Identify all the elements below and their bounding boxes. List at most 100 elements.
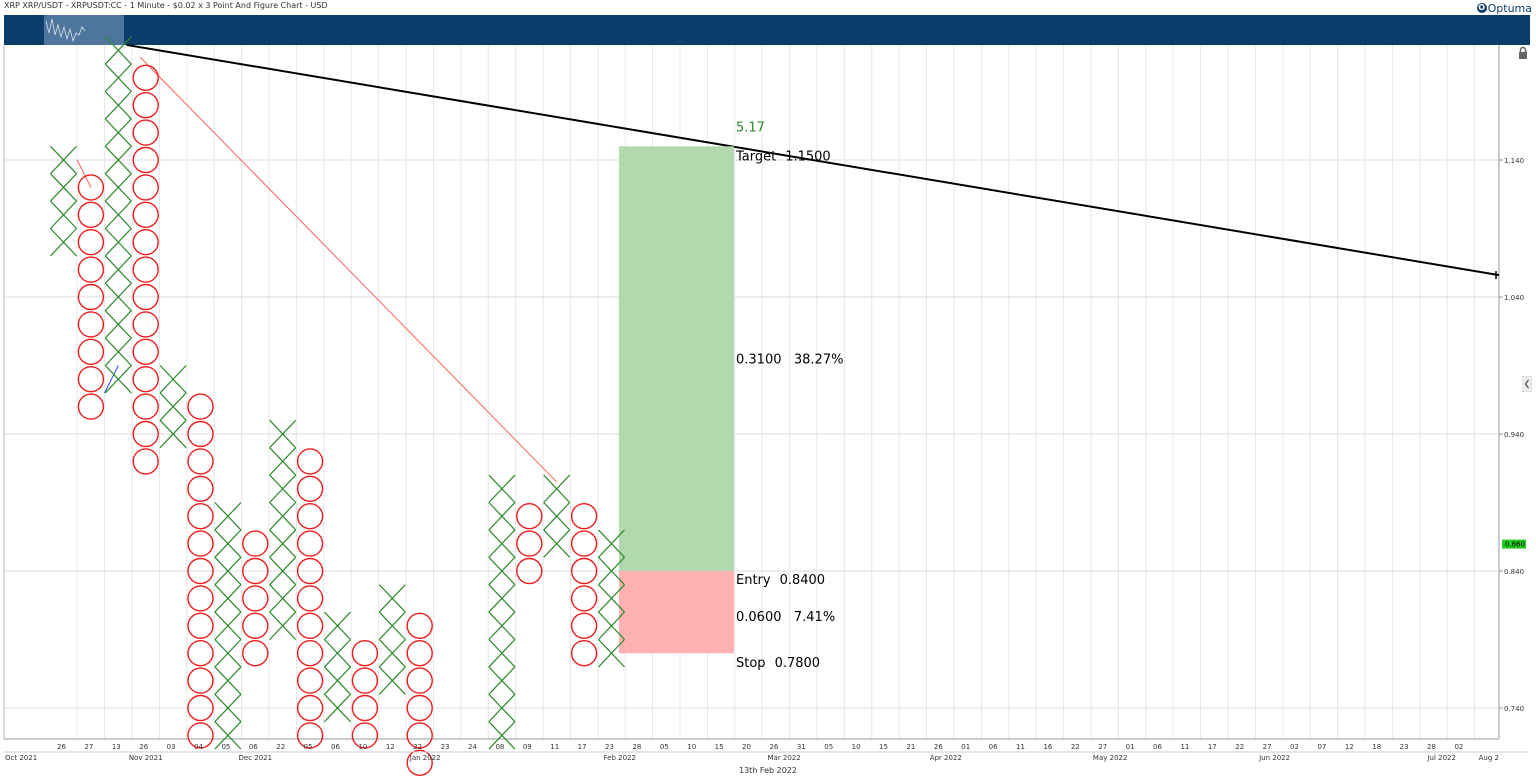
x-tick-label: 23 <box>1400 743 1409 751</box>
x-month-label: Apr 2022 <box>930 754 962 762</box>
x-tick-label: 15 <box>879 743 888 751</box>
pf-x-stroke <box>50 145 77 175</box>
y-tick-label: 0.740 <box>1504 705 1524 713</box>
pf-o-box <box>132 338 159 365</box>
risk-zone <box>619 571 734 654</box>
x-tick-label: 05 <box>660 743 669 751</box>
x-tick-label: 10 <box>358 743 367 751</box>
pf-x-stroke <box>104 310 132 339</box>
pf-x-box <box>269 611 297 640</box>
x-month-label: Jun 2022 <box>1258 754 1290 762</box>
x-month-label: Feb 2022 <box>604 754 636 762</box>
pf-columns <box>50 36 625 776</box>
pf-x-stroke <box>104 63 132 92</box>
pf-o-box <box>406 722 433 749</box>
pf-x-stroke <box>488 474 516 503</box>
pf-x-stroke <box>488 639 516 668</box>
pf-o-box <box>406 612 433 639</box>
pf-x-box <box>269 502 297 531</box>
x-tick-label: 28 <box>632 743 641 751</box>
pf-o-box <box>242 585 269 612</box>
pf-x-box <box>324 639 351 668</box>
entry-word: Entry <box>736 573 771 588</box>
x-tick-label: 17 <box>1208 743 1217 751</box>
pf-x-box <box>488 666 516 695</box>
pf-o-box <box>296 585 324 612</box>
pf-o-box <box>296 694 324 722</box>
pf-o-box <box>516 503 543 530</box>
target-value: 1.1500 <box>785 149 831 164</box>
pf-o-box <box>132 393 159 420</box>
x-tick-label: 05 <box>824 743 833 751</box>
optuma-logo-icon: O <box>1476 3 1487 13</box>
pf-o-box <box>132 91 159 119</box>
pf-o-box <box>242 557 269 585</box>
pf-x-box <box>488 584 516 613</box>
x-tick-label: 05 <box>304 743 313 751</box>
pf-o-box <box>77 283 105 311</box>
pf-o-box <box>570 530 598 557</box>
pf-x-stroke <box>598 584 625 613</box>
x-tick-label: 06 <box>331 743 340 751</box>
navigator-bar[interactable] <box>4 15 1530 45</box>
chevron-left-icon[interactable] <box>1522 376 1532 392</box>
reward-label: 0.3100 38.27% <box>736 353 843 368</box>
x-month-label: Oct 2021 <box>5 754 37 762</box>
pf-o-box <box>296 530 324 557</box>
pf-o-box <box>296 475 324 502</box>
pf-x-stroke <box>598 529 625 558</box>
x-tick-label: 26 <box>934 743 943 751</box>
x-tick-label: 22 <box>276 743 285 751</box>
pf-o-box <box>187 475 214 502</box>
x-tick-label: 16 <box>1043 743 1052 751</box>
pf-o-box <box>187 640 214 667</box>
x-tick-label: 24 <box>468 743 477 751</box>
overlay-lines <box>76 43 1500 483</box>
pf-x-stroke <box>488 529 516 558</box>
ratio-label: 5.17 <box>736 120 765 135</box>
pf-x-box <box>214 666 242 695</box>
x-tick-label: 18 <box>1372 743 1381 751</box>
x-tick-label: 10 <box>687 743 696 751</box>
x-month-label: May 2022 <box>1093 754 1128 762</box>
entry-label: Entry 0.8400 <box>736 573 825 588</box>
pf-x-box <box>104 255 132 284</box>
pf-o-box <box>187 585 214 612</box>
pf-x-box <box>488 721 516 750</box>
lock-icon[interactable] <box>1516 46 1530 60</box>
y-axis: 1.140 1.040 0.940 0.840 0.740 <box>1499 157 1524 713</box>
x-tick-label: 01 <box>1126 743 1135 751</box>
pf-o-box <box>187 448 214 475</box>
pf-x-stroke <box>324 611 351 640</box>
x-tick-label: 08 <box>495 743 504 751</box>
x-tick-label: 23 <box>605 743 614 751</box>
pf-o-box <box>132 420 159 448</box>
brand-logo: O Optuma <box>1476 1 1532 15</box>
x-tick-label: 02 <box>1290 743 1299 751</box>
pf-o-box <box>570 557 598 585</box>
pf-x-stroke <box>488 502 516 531</box>
x-tick-label: 04 <box>194 743 203 751</box>
pf-o-box <box>516 557 543 585</box>
pf-x-stroke <box>269 529 297 558</box>
x-tick-label: 05 <box>221 743 230 751</box>
pf-x-stroke <box>214 529 242 558</box>
pf-o-box <box>77 174 105 201</box>
x-tick-label: 26 <box>139 743 148 751</box>
x-tick-label: 27 <box>84 743 93 751</box>
pf-o-box <box>351 640 379 667</box>
pf-x-box <box>214 556 242 586</box>
stop-word: Stop <box>736 656 766 671</box>
pf-x-box <box>104 282 132 312</box>
pf-x-stroke <box>378 611 406 640</box>
pf-x-box <box>104 310 132 339</box>
pf-x-stroke <box>50 200 77 229</box>
pf-o-box <box>406 749 433 776</box>
pf-x-box <box>488 529 516 558</box>
x-month-label: Dec 2021 <box>239 754 273 762</box>
x-tick-label: 15 <box>715 743 724 751</box>
pf-x-box <box>50 228 77 257</box>
navigator-window[interactable] <box>44 15 124 45</box>
reward-zone <box>619 146 734 572</box>
